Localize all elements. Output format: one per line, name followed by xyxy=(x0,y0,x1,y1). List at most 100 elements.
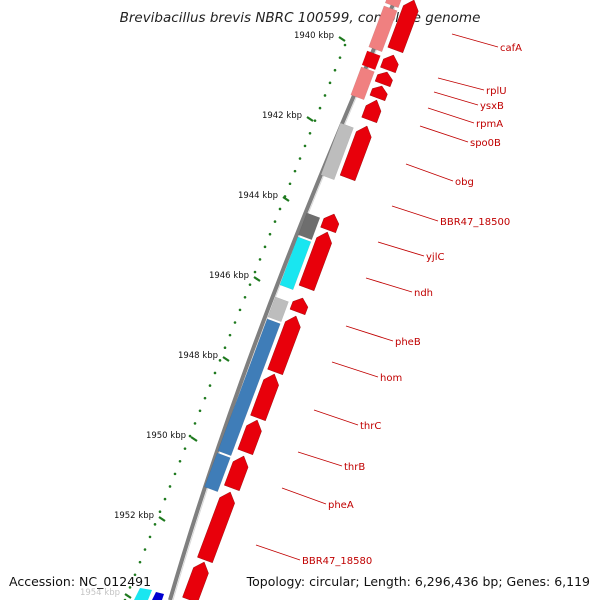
minor-tick xyxy=(148,535,152,539)
minor-tick xyxy=(243,295,247,299)
leader-line xyxy=(377,241,425,257)
gene-label: obg xyxy=(455,177,474,188)
minor-tick xyxy=(153,523,157,526)
gene-block xyxy=(134,588,152,600)
minor-tick xyxy=(218,359,222,362)
minor-tick xyxy=(258,258,262,261)
tick-label: 1954 kbp xyxy=(80,588,120,598)
leader-line xyxy=(345,325,394,342)
accession-text: Accession: NC_012491 xyxy=(9,574,152,589)
minor-tick xyxy=(223,346,227,350)
leader-line xyxy=(313,409,359,426)
gene-block xyxy=(279,236,312,291)
leader-line xyxy=(419,125,469,143)
leader-line xyxy=(433,91,479,106)
minor-tick xyxy=(343,43,347,47)
leader-line xyxy=(437,77,485,91)
gene-arrow xyxy=(387,0,419,54)
minor-tick xyxy=(138,560,142,564)
gene-label: hom xyxy=(380,373,402,384)
minor-tick xyxy=(273,220,277,223)
gene-block xyxy=(350,66,375,101)
minor-tick xyxy=(278,207,282,211)
minor-tick xyxy=(308,131,312,135)
major-tick xyxy=(190,436,198,442)
minor-tick xyxy=(198,409,202,413)
major-tick xyxy=(158,516,166,522)
gene-label: rpmA xyxy=(476,119,503,130)
gene-label: BBR47_18580 xyxy=(302,556,372,567)
major-tick xyxy=(124,593,132,599)
gene-block xyxy=(384,0,402,9)
gene-label: spo0B xyxy=(470,138,501,149)
topology-text: Topology: circular; Length: 6,296,436 bp… xyxy=(246,574,590,589)
gene-label: cafA xyxy=(500,43,522,54)
gene-label: ndh xyxy=(414,288,433,299)
gene-arrow xyxy=(380,54,399,74)
minor-tick xyxy=(233,321,237,324)
tick-label: 1946 kbp xyxy=(209,271,249,281)
minor-tick xyxy=(338,56,342,59)
minor-tick xyxy=(238,308,242,312)
gene-block xyxy=(298,212,321,241)
gene-track xyxy=(134,0,419,600)
gene-arrow xyxy=(197,491,235,564)
gene-label: pheB xyxy=(395,337,421,348)
gene-arrow xyxy=(250,373,279,422)
major-tick xyxy=(253,276,261,282)
tick-label: 1952 kbp xyxy=(114,511,154,521)
minor-tick xyxy=(183,447,187,450)
minor-tick xyxy=(323,94,327,97)
tick-label: 1948 kbp xyxy=(178,351,218,361)
leader-line xyxy=(391,205,439,222)
minor-tick xyxy=(158,510,162,514)
minor-tick xyxy=(248,283,252,286)
minor-tick xyxy=(253,270,257,274)
minor-tick xyxy=(313,119,317,122)
minor-tick xyxy=(288,182,292,186)
minor-tick xyxy=(293,169,297,173)
tick-label: 1944 kbp xyxy=(238,191,278,201)
minor-tick xyxy=(228,333,232,337)
minor-tick xyxy=(168,485,172,488)
gene-block xyxy=(217,318,281,457)
gene-labels: cafA rplU ysxB rpmA spo0B obg BBR47_18500 yjlC n… xyxy=(255,33,522,567)
minor-tick xyxy=(303,144,307,148)
minor-tick xyxy=(128,586,132,589)
minor-tick xyxy=(328,81,332,85)
minor-tick xyxy=(203,396,207,400)
gene-label: ysxB xyxy=(480,101,504,112)
gene-arrow xyxy=(289,297,309,316)
gene-arrow xyxy=(237,419,262,456)
gene-label: yjlC xyxy=(426,252,444,263)
gene-label: thrC xyxy=(360,421,381,432)
gene-arrow xyxy=(369,85,388,102)
minor-tick xyxy=(188,434,192,438)
gene-arrow xyxy=(298,231,332,292)
major-tick xyxy=(338,36,346,42)
backbone-arc xyxy=(168,0,397,600)
gene-arrow xyxy=(320,213,340,234)
gene-block xyxy=(204,452,231,493)
gene-arrow xyxy=(267,315,301,376)
gene-label: rplU xyxy=(486,86,507,97)
gene-block xyxy=(267,296,289,323)
gene-label: thrB xyxy=(344,462,365,473)
major-tick xyxy=(222,356,230,362)
minor-tick xyxy=(213,371,217,375)
gene-arrow xyxy=(224,455,249,492)
minor-tick xyxy=(133,573,137,577)
leader-line xyxy=(331,361,379,378)
gene-label: BBR47_18500 xyxy=(440,217,510,228)
leader-line xyxy=(297,451,343,467)
minor-tick xyxy=(208,384,212,387)
tick-track: 1940 kbp 1942 kbp 1944 kbp 1946 kbp 1948 kbp… xyxy=(80,31,347,600)
leader-line xyxy=(451,33,499,48)
tick-label: 1942 kbp xyxy=(262,111,302,121)
gene-arrow xyxy=(339,125,372,182)
gene-block xyxy=(320,122,354,181)
minor-tick xyxy=(263,245,267,249)
minor-tick xyxy=(163,497,167,501)
tick-label: 1940 kbp xyxy=(294,31,334,41)
major-tick xyxy=(306,116,314,122)
